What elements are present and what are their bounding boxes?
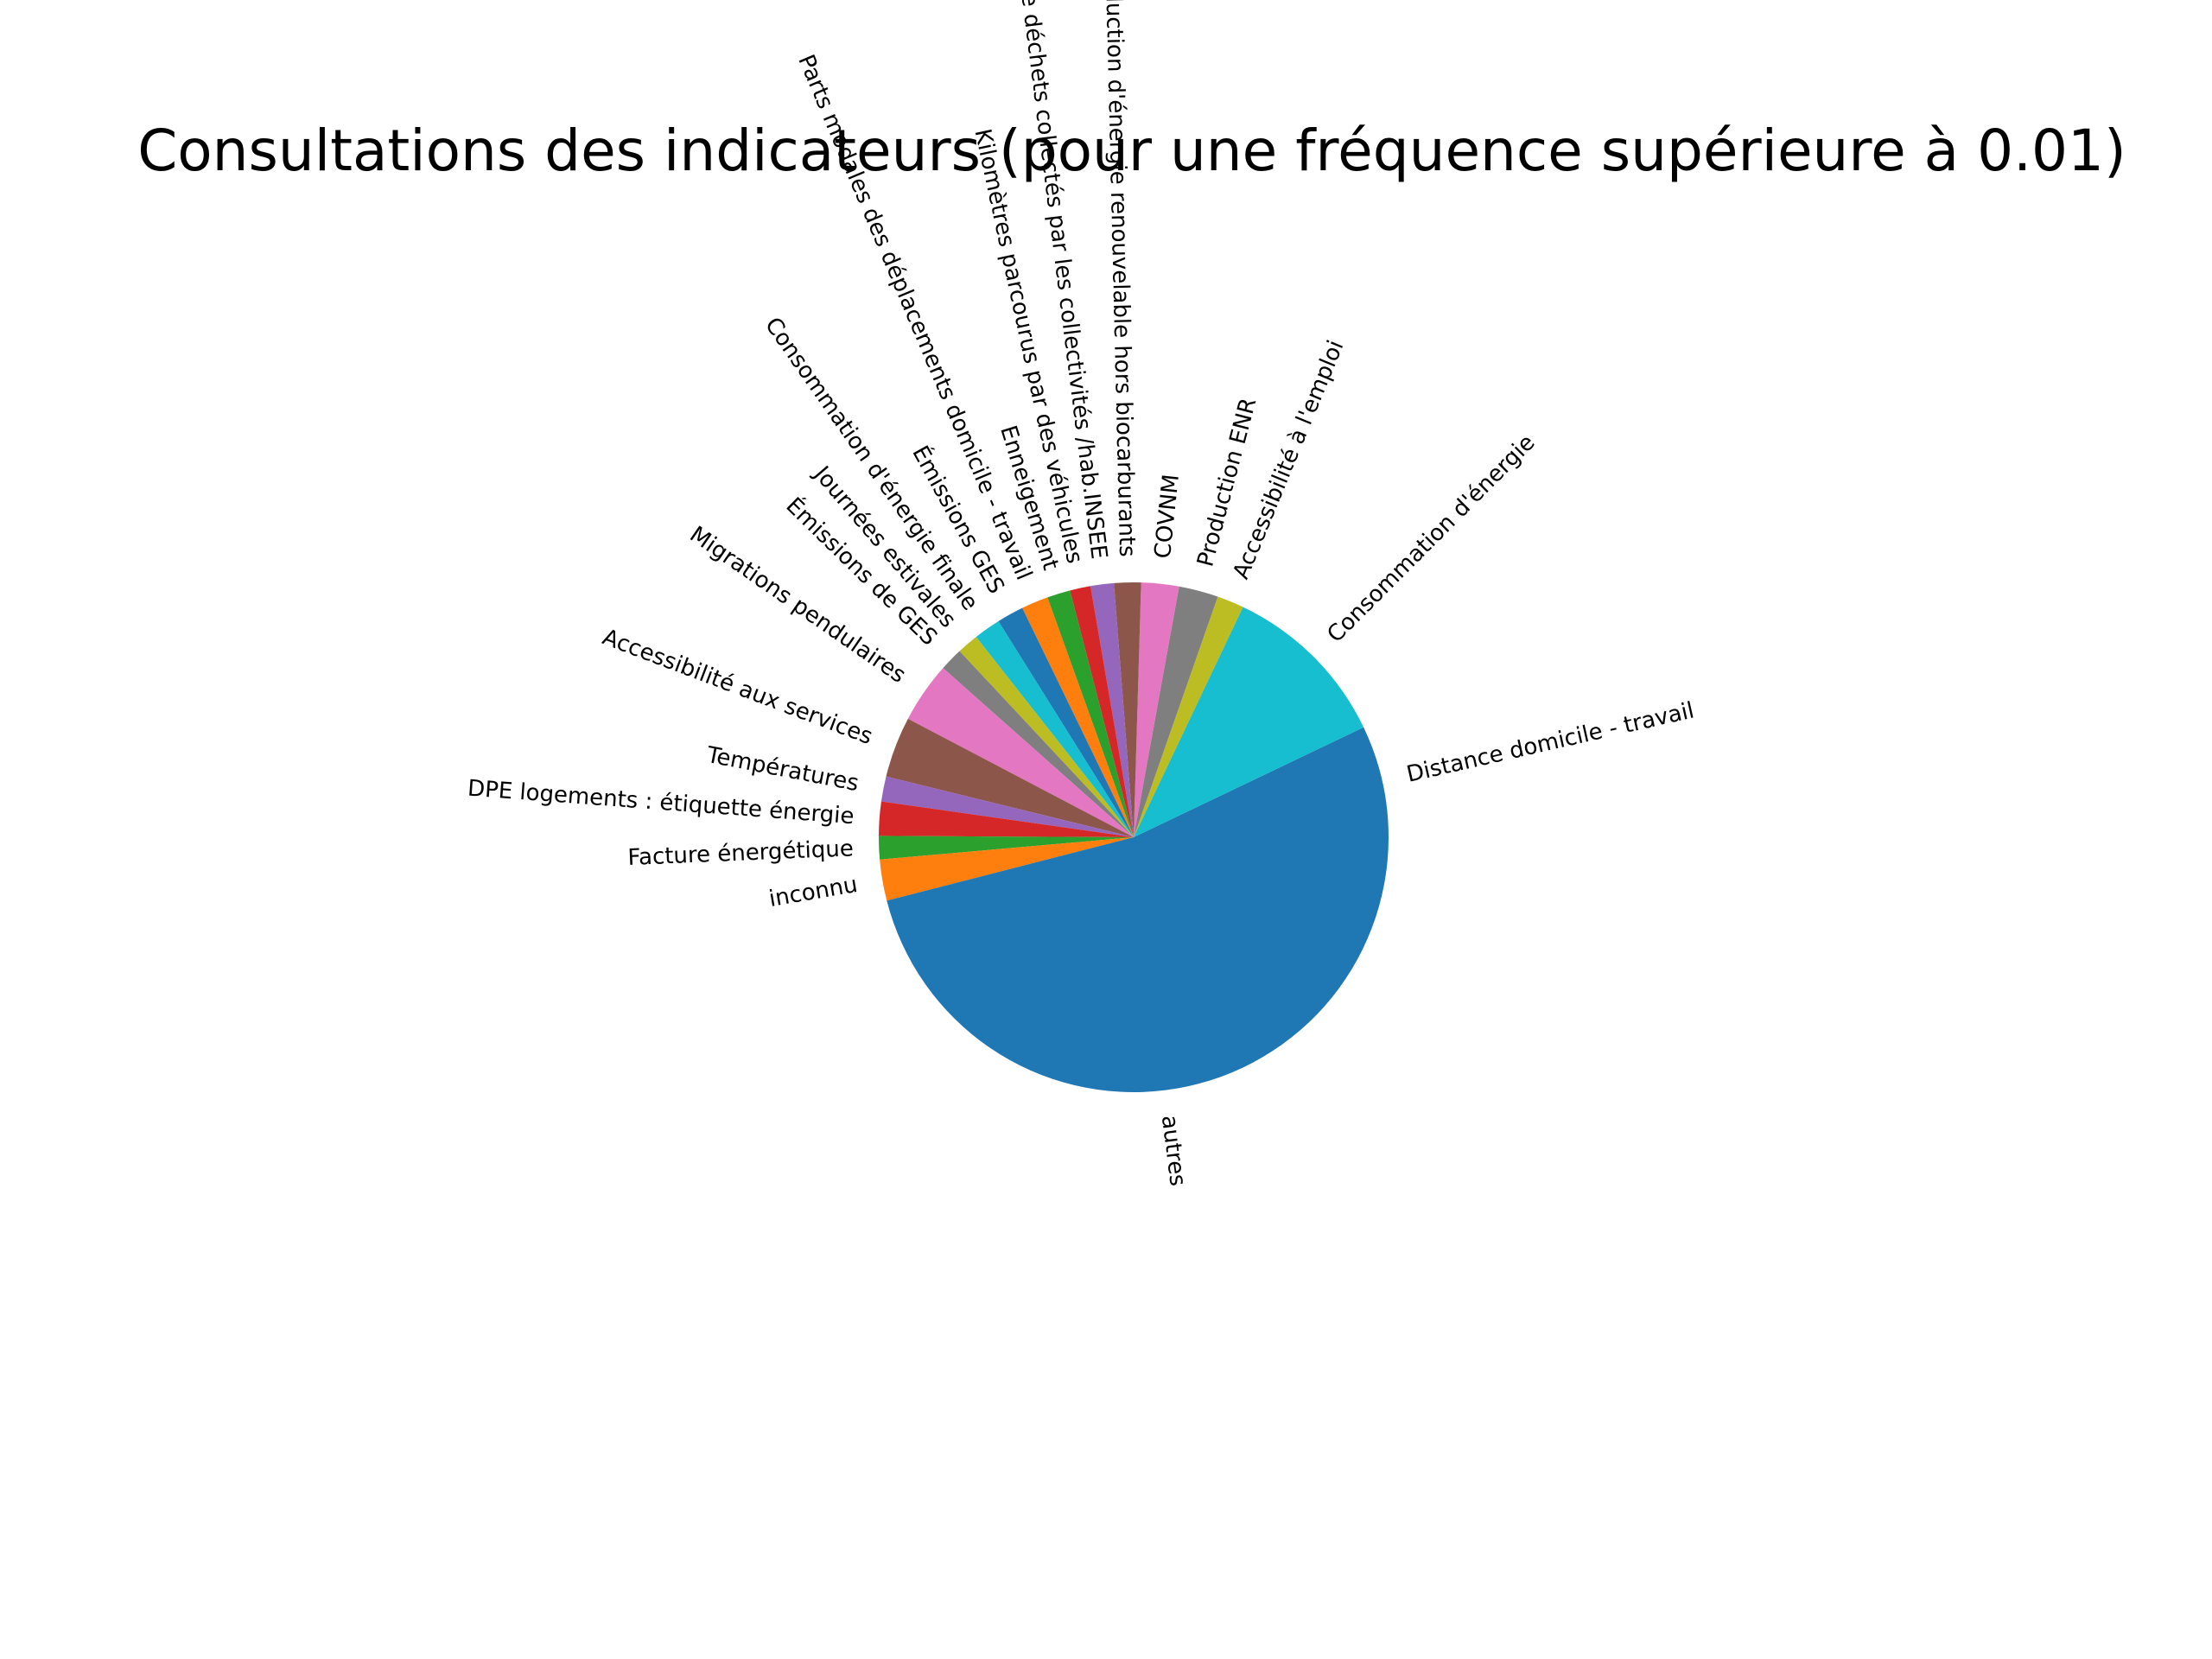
pie-slice-journees-estivales	[959, 637, 1134, 837]
pie-slices	[879, 582, 1389, 1093]
pie-slice-enneigement	[1047, 590, 1134, 837]
pie-slice-emissions-de-ges	[943, 651, 1134, 837]
pie-slice-distance-domicile-travail	[1134, 727, 1389, 837]
pie-slice-kilometres-parcourus-par-des-vehicules	[1070, 586, 1134, 837]
chart-title: Consultations des indicateurs (pour une …	[137, 118, 2126, 184]
slice-label-autres: autres	[1156, 1114, 1191, 1187]
pie-slice-emissions-ges	[998, 607, 1134, 837]
pie-slice-quantite-de-dechets-collectes-par-les-collectivites-hab-insee	[1090, 582, 1134, 837]
pie-slice-parts-modales-des-deplacements-domicile-travail	[1022, 597, 1134, 837]
pie-slice-inconnu	[880, 837, 1134, 901]
slice-label-covnm: COVNM	[1150, 473, 1185, 559]
slice-label-consommation-d-energie: Consommation d'énergie	[1323, 429, 1541, 648]
slice-label-inconnu: inconnu	[767, 872, 860, 912]
pie-slice-temperatures	[880, 776, 1134, 837]
slice-label-facture-energetique: Facture énergétique	[627, 836, 854, 871]
pie-slice-production-d-energie-renouvelable-hors-biocarburants	[1114, 582, 1141, 837]
pie-slice-covnm	[1134, 582, 1179, 837]
pie-slice-dpe-logements-etiquette-energie	[879, 801, 1134, 837]
slice-label-production-d-energie-renouvelable-hors-biocarburants: Production d'énergie renouvelable hors b…	[1099, 0, 1140, 557]
pie-slice-accessibilite-a-l-emploi	[1134, 596, 1243, 837]
pie-slice-accessibilite-aux-services	[886, 718, 1134, 837]
slice-label-distance-domicile-travail: Distance domicile - travail	[1404, 697, 1696, 787]
pie-slice-migrations-pendulaires	[907, 668, 1134, 837]
pie-slice-production-enr	[1134, 586, 1218, 837]
pie-slice-facture-energetique	[879, 836, 1134, 860]
slice-label-temperatures: Températures	[704, 742, 861, 797]
pie-slice-autres	[887, 837, 1389, 1093]
pie-slice-consommation-d-energie-finale	[976, 620, 1134, 837]
pie-slice-consommation-d-energie	[1134, 607, 1364, 837]
